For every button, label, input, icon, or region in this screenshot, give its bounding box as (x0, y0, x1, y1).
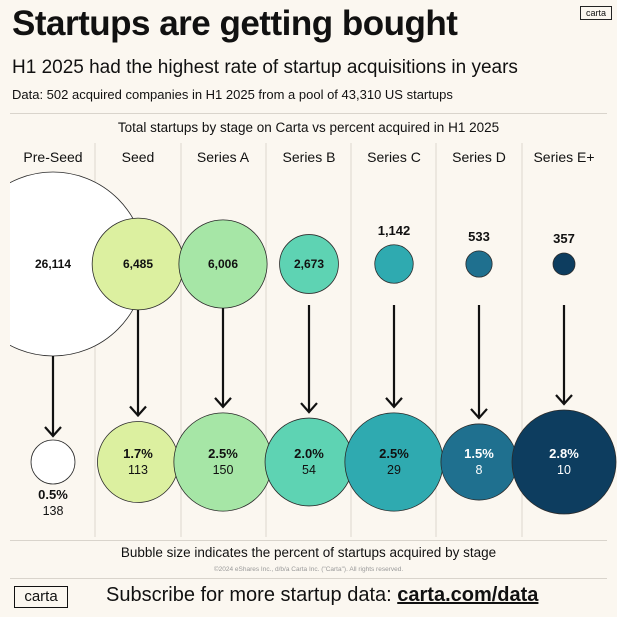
total-label-series-e: 357 (553, 231, 575, 246)
total-label-series-b: 2,673 (294, 257, 324, 271)
count-label-series-b: 54 (302, 463, 316, 477)
stage-label-pre-seed: Pre-Seed (23, 149, 82, 165)
count-label-series-d: 8 (476, 463, 483, 477)
acquired-bubble-series-a (173, 412, 273, 512)
total-bubble-series-e (552, 252, 576, 276)
stage-label-series-c: Series C (367, 149, 421, 165)
count-label-series-e: 10 (557, 463, 571, 477)
count-label-series-a: 150 (213, 463, 234, 477)
total-bubble-series-b (279, 234, 339, 294)
carta-data-link[interactable]: carta.com/data (397, 584, 539, 606)
chart-bottom-divider (10, 540, 607, 541)
stage-label-series-d: Series D (452, 149, 506, 165)
footer-divider (10, 578, 607, 579)
page-title: Startups are getting bought (12, 4, 458, 43)
arrow-head-icon (470, 408, 488, 420)
acquired-bubble-series-e (511, 409, 617, 515)
total-bubble-series-d (465, 250, 493, 278)
stage-label-seed: Seed (122, 149, 155, 165)
bubble-size-note: Bubble size indicates the percent of sta… (120, 545, 497, 560)
acquired-bubble-series-b (264, 417, 354, 507)
arrow-head-icon (300, 402, 318, 414)
count-label-pre-seed: 138 (43, 504, 64, 518)
acquired-bubble-seed (97, 421, 179, 503)
subscribe-cta: Subscribe for more startup data: carta.c… (106, 584, 538, 607)
total-bubble-series-c (374, 244, 414, 284)
stage-label-series-a: Series A (197, 149, 250, 165)
arrow-head-icon (44, 426, 62, 438)
percent-label-series-b: 2.0% (294, 446, 324, 461)
percent-label-series-a: 2.5% (208, 446, 238, 461)
copyright: ©2024 eShares Inc., d/b/a Carta Inc. ("C… (213, 566, 404, 573)
percent-label-series-e: 2.8% (549, 446, 579, 461)
count-label-series-c: 29 (387, 463, 401, 477)
chart-title: Total startups by stage on Carta vs perc… (117, 120, 500, 135)
arrow-head-icon (555, 394, 573, 406)
arrow-head-icon (385, 397, 403, 409)
carta-logo: carta (14, 586, 68, 608)
percent-label-series-c: 2.5% (379, 446, 409, 461)
count-label-seed: 113 (128, 463, 148, 477)
acquired-bubble-series-c (344, 412, 444, 512)
total-label-series-c: 1,142 (378, 223, 411, 238)
total-label-pre-seed: 26,114 (35, 257, 71, 271)
stage-label-series-e: Series E+ (533, 149, 594, 165)
total-label-seed: 6,485 (123, 257, 153, 271)
arrow-head-icon (129, 405, 147, 418)
acquired-bubble-pre-seed (30, 439, 76, 485)
data-note: Data: 502 acquired companies in H1 2025 … (12, 87, 453, 102)
carta-logo-small: carta (580, 6, 612, 20)
percent-label-seed: 1.7% (123, 446, 153, 461)
percent-label-series-d: 1.5% (464, 446, 494, 461)
total-label-series-d: 533 (468, 229, 490, 244)
subtitle: H1 2025 had the highest rate of startup … (12, 57, 518, 78)
stage-label-series-b: Series B (283, 149, 336, 165)
percent-label-pre-seed: 0.5% (38, 487, 68, 502)
total-label-series-a: 6,006 (208, 257, 238, 271)
cta-text: Subscribe for more startup data: (106, 584, 398, 606)
top-divider (10, 113, 607, 114)
arrow-head-icon (214, 397, 232, 409)
acquired-bubble-series-d (440, 423, 518, 501)
